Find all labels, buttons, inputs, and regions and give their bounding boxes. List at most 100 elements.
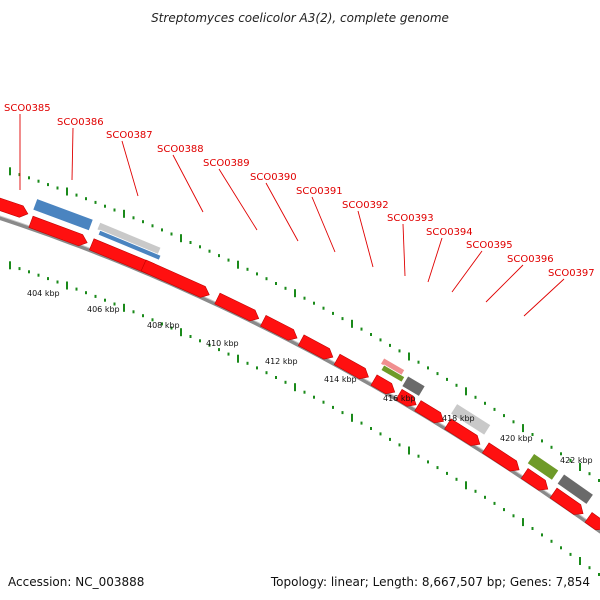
top-minor-tick [199,245,201,249]
top-major-tick [465,387,467,396]
bottom-minor-tick [360,421,363,425]
gene-locus-text: SCO0395 [466,240,513,251]
gene-locus-text: SCO0388 [157,144,204,155]
gene-locus-text: SCO0396 [507,254,554,265]
bottom-minor-tick [474,489,477,493]
top-minor-tick [256,272,258,276]
bottom-minor-tick [246,361,249,365]
scale-label: 420 kbp [500,434,533,443]
bottom-minor-tick [161,322,163,326]
gene-locus-text: SCO0387 [106,130,153,141]
gene-label-sco0392[interactable]: SCO0392 [342,200,389,268]
top-minor-tick [37,179,40,183]
bottom-minor-tick [512,514,515,518]
callout-line [172,154,204,213]
top-minor-tick [360,327,363,331]
bottom-minor-tick [265,371,268,375]
callout-line [402,223,406,277]
top-minor-tick [28,176,30,180]
bottom-major-tick [408,446,410,455]
gene-label-sco0396[interactable]: SCO0396 [485,254,554,303]
top-minor-tick [265,277,268,281]
top-major-tick [66,187,68,196]
top-minor-tick [598,479,600,482]
top-minor-tick [208,249,211,253]
top-minor-tick [227,258,230,262]
bottom-minor-tick [227,352,230,356]
top-minor-tick [322,306,325,310]
top-minor-tick [189,241,192,244]
scale-label: 406 kbp [87,305,120,314]
bottom-minor-tick [370,427,372,430]
callout-line [311,196,336,253]
map-title: Streptomyces coelicolor A3(2), complete … [151,11,449,25]
callout-line [121,140,139,197]
gene-label-sco0391[interactable]: SCO0391 [296,186,343,253]
gene-label-sco0386[interactable]: SCO0386 [57,117,104,181]
bottom-major-tick [579,557,581,565]
gene-label-sco0388[interactable]: SCO0388 [157,144,204,213]
bottom-minor-tick [446,471,448,475]
cds-arrow [444,418,481,446]
top-major-tick [180,234,182,243]
scale-label: 418 kbp [442,414,475,423]
top-minor-tick [18,173,21,177]
bottom-minor-tick [503,508,505,512]
cds-track [0,194,600,531]
bottom-major-tick [294,383,296,392]
bottom-minor-tick [493,501,496,505]
top-minor-tick [541,439,543,443]
gene-locus-text: SCO0393 [387,213,434,224]
gene-label-sco0387[interactable]: SCO0387 [106,130,153,197]
top-minor-tick [161,228,163,232]
bottom-minor-tick [47,277,49,281]
top-minor-tick [569,458,572,462]
feature-box [556,473,595,505]
gene-label-sco0389[interactable]: SCO0389 [203,158,258,231]
bottom-minor-tick [427,460,429,464]
top-minor-tick [436,372,439,376]
gene-locus-text: SCO0386 [57,117,104,128]
feature-box [380,364,406,383]
bottom-minor-tick [436,466,439,470]
bottom-minor-tick [341,411,344,415]
gene-label-sco0390[interactable]: SCO0390 [250,172,299,242]
bottom-major-tick [180,328,182,337]
scale-label: 422 kbp [560,456,593,465]
bottom-minor-tick [170,326,173,330]
scale-label: 414 kbp [324,375,357,384]
callout-line [451,250,483,293]
top-minor-tick [493,407,496,411]
top-minor-tick [503,414,505,418]
top-minor-tick [446,377,448,381]
bottom-minor-tick [322,400,325,404]
gene-label-sco0394[interactable]: SCO0394 [426,227,473,283]
top-minor-tick [484,401,486,405]
bottom-minor-tick [256,366,258,370]
cds-arrow [395,388,417,407]
genome-summary-text: Topology: linear; Length: 8,667,507 bp; … [270,575,590,589]
bottom-minor-tick [455,477,458,481]
bottom-minor-tick [28,270,30,274]
callout-line [357,210,374,268]
gene-label-sco0385[interactable]: SCO0385 [4,103,51,190]
bottom-minor-tick [208,343,211,347]
top-minor-tick [113,208,116,212]
bottom-major-tick [351,413,353,422]
top-minor-tick [246,267,249,271]
bottom-major-tick [9,261,11,270]
gene-label-sco0393[interactable]: SCO0393 [387,213,434,277]
gene-label-sco0397[interactable]: SCO0397 [523,268,595,317]
gene-locus-text: SCO0394 [426,227,473,238]
gene-locus-text: SCO0392 [342,200,389,211]
gene-label-sco0395[interactable]: SCO0395 [451,240,513,293]
bottom-minor-tick [218,348,220,352]
bottom-minor-tick [104,298,106,302]
gene-label-callouts: SCO0385SCO0386SCO0387SCO0388SCO0389SCO03… [4,103,595,317]
bottom-minor-tick [313,395,315,399]
top-minor-tick [332,311,334,315]
top-major-tick [123,209,125,218]
gene-locus-text: SCO0397 [548,268,595,279]
bottom-major-tick [237,354,239,363]
cds-arrow [414,400,444,424]
